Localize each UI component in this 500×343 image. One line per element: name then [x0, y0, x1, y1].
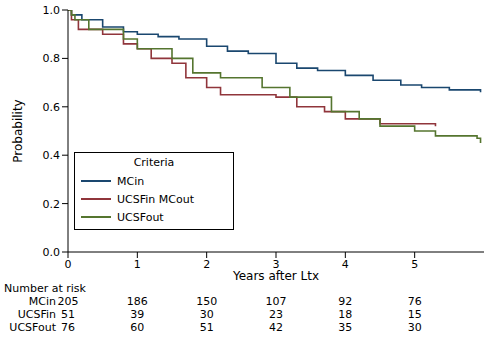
svg-text:2: 2: [203, 258, 210, 271]
svg-text:0.2: 0.2: [43, 198, 61, 211]
svg-text:1: 1: [134, 258, 141, 271]
html-text:60: 60: [130, 321, 145, 334]
svg-text:1.0: 1.0: [43, 4, 61, 17]
html-text:30: 30: [199, 308, 214, 321]
svg-text:4: 4: [342, 258, 349, 271]
html-text:30: 30: [407, 321, 422, 334]
html-text:51: 51: [61, 308, 75, 321]
svg-text:Probability: Probability: [11, 99, 25, 162]
svg-text:0.6: 0.6: [43, 101, 61, 114]
html-text:UCSFout: UCSFout: [9, 321, 56, 334]
svg-text:0.8: 0.8: [43, 52, 61, 65]
html-text:MCin 205: MCin 205: [28, 295, 79, 308]
html-text:18: 18: [338, 308, 353, 321]
svg-text:0.4: 0.4: [43, 149, 61, 162]
html-text:23: 23: [269, 308, 283, 321]
html-text:UCSFin: UCSFin: [17, 308, 56, 321]
html-text:Criteria: Criteria: [133, 156, 175, 169]
html-text:42: 42: [269, 321, 283, 334]
html-text:76: 76: [61, 321, 75, 334]
html-text:Number at risk: Number at risk: [4, 282, 86, 295]
html-text:76: 76: [407, 295, 422, 308]
html-text:92: 92: [338, 295, 353, 308]
html-text:51: 51: [199, 321, 214, 334]
html-text:107: 107: [265, 295, 287, 308]
svg-text:0.0: 0.0: [43, 246, 61, 259]
svg-text:5: 5: [411, 258, 418, 271]
html-text:15: 15: [407, 308, 422, 321]
svg-text:0: 0: [65, 258, 72, 271]
svg-text:Years after Ltx: Years after Ltx: [232, 269, 319, 280]
html-text:UCSFin MCout: UCSFin MCout: [117, 192, 194, 206]
html-text:UCSFout: UCSFout: [117, 210, 164, 224]
html-text:39: 39: [130, 308, 145, 321]
html-text:35: 35: [338, 321, 353, 334]
html-text:MCin: MCin: [117, 174, 145, 188]
svg-text:3: 3: [272, 257, 280, 271]
html-text:186: 186: [126, 295, 148, 308]
html-text:150: 150: [196, 295, 218, 308]
